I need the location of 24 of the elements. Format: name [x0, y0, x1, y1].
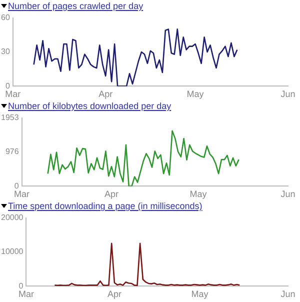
x-tick-label: Jun [280, 189, 296, 200]
y-tick-label: 60 [0, 13, 10, 22]
x-tick-label: May [191, 289, 209, 300]
y-tick-label: 0 [14, 181, 20, 190]
y-tick-label: 0 [5, 81, 10, 90]
chart-title: Number of pages crawled per day [8, 1, 144, 11]
y-tick-label: 0 [18, 281, 24, 290]
x-tick-label: Apr [107, 289, 122, 300]
y-tick-label: 10000 [0, 247, 24, 256]
x-tick-label: Apr [98, 89, 113, 100]
chart-title: Time spent downloading a page (in milliseconds) [8, 201, 202, 211]
y-tick-label: 1953 [1, 113, 20, 122]
x-tick-label: Jun [280, 89, 296, 100]
y-tick-label: 20000 [0, 213, 24, 222]
x-tick-label: May [186, 89, 204, 100]
x-tick-label: Mar [18, 289, 34, 300]
chart-title: Number of kilobytes downloaded per day [8, 101, 172, 111]
x-tick-label: Mar [14, 189, 30, 200]
x-tick-label: May [190, 189, 208, 200]
y-tick-label: 30 [0, 47, 10, 56]
y-tick-label: 976 [5, 147, 20, 156]
x-tick-label: Mar [5, 89, 21, 100]
x-tick-label: Apr [104, 189, 119, 200]
x-tick-label: Jun [280, 289, 296, 300]
